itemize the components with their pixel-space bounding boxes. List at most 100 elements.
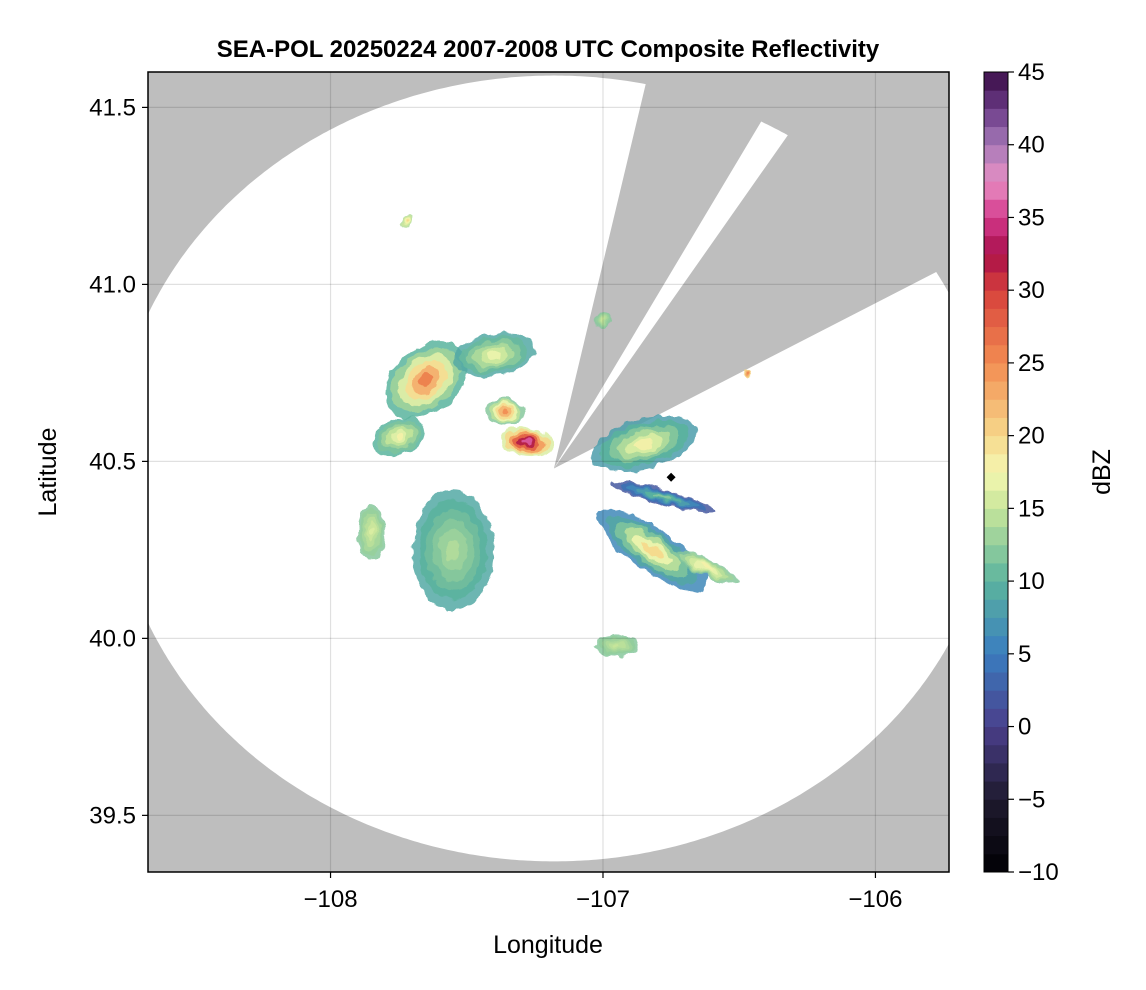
colorbar-step <box>984 72 1008 91</box>
colorbar-step <box>984 744 1008 764</box>
echo-contour <box>700 564 713 571</box>
y-tick-label: 41.5 <box>89 94 136 121</box>
grid-lines <box>148 72 949 872</box>
colorbar-step <box>984 562 1008 582</box>
reflectivity-echoes <box>357 213 751 657</box>
echo-contour <box>445 539 461 561</box>
x-tick-label: −107 <box>576 886 630 913</box>
colorbar-step <box>984 290 1008 309</box>
colorbar-step <box>984 472 1008 491</box>
colorbar-tick-label: 45 <box>1018 59 1045 86</box>
colorbar-step <box>984 344 1008 364</box>
echo-region <box>453 333 535 378</box>
colorbar-step <box>984 162 1008 182</box>
echo-contour <box>418 373 434 387</box>
colorbar-step <box>984 617 1008 637</box>
colorbar-tick-label: −5 <box>1018 786 1045 813</box>
y-tick-label: 40.0 <box>89 625 136 652</box>
colorbar-step <box>984 581 1008 600</box>
colorbar-step <box>984 490 1008 509</box>
colorbar-step <box>984 417 1008 437</box>
echo-contour <box>405 219 408 222</box>
echo-region <box>401 213 413 228</box>
colorbar-step <box>984 326 1008 346</box>
echo-region <box>485 397 524 426</box>
y-tick-label: 41.0 <box>89 271 136 298</box>
echo-contour <box>601 318 605 322</box>
colorbar-step <box>984 544 1008 564</box>
echo-region <box>372 417 425 456</box>
colorbar-step <box>984 108 1008 128</box>
colorbar-tick-label: 40 <box>1018 132 1045 159</box>
colorbar-tick-label: 5 <box>1018 641 1031 668</box>
colorbar-steps <box>984 72 1008 873</box>
radar-coverage-area <box>148 75 949 862</box>
colorbar-step <box>984 362 1008 382</box>
echo-region <box>412 489 494 611</box>
x-axis-label: Longitude <box>493 931 603 959</box>
colorbar-step <box>984 181 1008 200</box>
echo-contour <box>368 527 374 538</box>
echo-region <box>597 508 707 592</box>
colorbar-step <box>984 199 1008 218</box>
colorbar-step <box>984 762 1008 782</box>
colorbar-step <box>984 781 1008 800</box>
colorbar-tick-label: 10 <box>1018 568 1045 595</box>
echo-contour <box>486 351 502 360</box>
colorbar-step <box>984 635 1008 655</box>
colorbar-tick-label: 35 <box>1018 204 1045 231</box>
colorbar-step <box>984 453 1008 473</box>
echo-contour <box>642 542 662 558</box>
colorbar-frame <box>983 71 1009 873</box>
x-tick-label: −108 <box>304 886 358 913</box>
colorbar-step <box>984 672 1008 691</box>
colorbar-tick-label: −10 <box>1018 859 1059 886</box>
y-tick-label: 39.5 <box>89 802 136 829</box>
echo-region <box>594 634 639 657</box>
y-tick-label: 40.5 <box>89 448 136 475</box>
colorbar-step <box>984 835 1008 855</box>
colorbar-step <box>984 690 1008 709</box>
echo-region <box>384 341 467 419</box>
colorbar-step <box>984 435 1008 455</box>
echo-contour <box>634 438 654 449</box>
colorbar: −10 −5 0 5 10 15 20 25 30 35 40 45 dBZ <box>983 59 1116 886</box>
colorbar-step <box>984 726 1008 746</box>
echo-contour <box>612 643 621 648</box>
echo-contour <box>746 372 749 374</box>
colorbar-tick-label: 20 <box>1018 423 1045 450</box>
echo-contour <box>653 493 673 500</box>
colorbar-step <box>984 253 1008 273</box>
x-axis-ticks: −108 −107 −106 <box>304 872 902 913</box>
site-marker <box>666 472 676 482</box>
echo-contour <box>393 433 404 441</box>
echo-region <box>674 550 739 585</box>
colorbar-step <box>984 526 1008 546</box>
colorbar-step <box>984 126 1008 146</box>
colorbar-step <box>984 308 1008 328</box>
colorbar-label: dBZ <box>1088 449 1116 495</box>
colorbar-step <box>984 90 1008 109</box>
colorbar-step <box>984 799 1008 818</box>
colorbar-step <box>984 272 1008 291</box>
echo-region <box>594 312 612 327</box>
echo-contour <box>501 409 509 415</box>
colorbar-step <box>984 217 1008 237</box>
colorbar-tick-label: 0 <box>1018 714 1031 741</box>
colorbar-step <box>984 144 1008 164</box>
colorbar-step <box>984 708 1008 728</box>
colorbar-step <box>984 381 1008 400</box>
echo-contour <box>521 439 532 445</box>
echo-region <box>499 427 554 457</box>
colorbar-step <box>984 508 1008 528</box>
colorbar-step <box>984 853 1008 873</box>
echo-region <box>610 481 716 513</box>
colorbar-step <box>984 599 1008 618</box>
echo-region <box>744 368 751 378</box>
chart-title: SEA-POL 20250224 2007-2008 UTC Composite… <box>217 36 880 63</box>
y-axis-label: Latitude <box>34 428 62 517</box>
colorbar-ticks: −10 −5 0 5 10 15 20 25 30 35 40 45 <box>1008 59 1059 886</box>
plot-frame <box>147 71 950 873</box>
colorbar-step <box>984 235 1008 255</box>
